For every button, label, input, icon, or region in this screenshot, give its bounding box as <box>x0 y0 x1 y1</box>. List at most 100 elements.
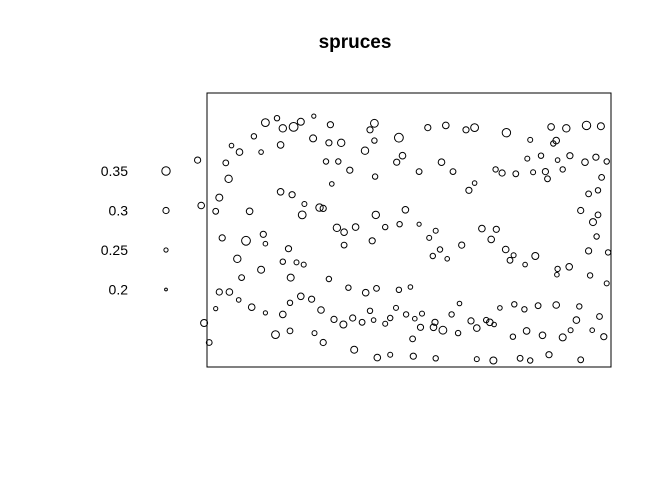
tree-point-79 <box>368 237 376 245</box>
tree-point-49 <box>550 140 557 147</box>
tree-point-67 <box>259 230 267 238</box>
tree-point-90 <box>458 241 466 249</box>
tree-point-150 <box>311 330 318 337</box>
tree-point-111 <box>603 280 610 287</box>
tree-point-108 <box>585 190 592 198</box>
tree-point-169 <box>538 331 547 340</box>
tree-point-109 <box>594 187 602 194</box>
tree-point-74 <box>329 181 335 187</box>
tree-point-101 <box>565 263 574 271</box>
tree-point-21 <box>335 158 342 165</box>
size-legend: 0.35 0.3 0.25 0.2 <box>101 163 171 298</box>
tree-point-116 <box>511 301 518 308</box>
tree-point-44 <box>544 175 551 183</box>
tree-point-165 <box>596 313 603 320</box>
tree-point-141 <box>247 303 256 312</box>
tree-point-72 <box>297 210 307 220</box>
tree-point-76 <box>340 228 348 236</box>
tree-point-56 <box>222 159 230 167</box>
tree-point-189 <box>325 275 333 283</box>
tree-point-29 <box>437 158 446 166</box>
tree-point-85 <box>426 234 433 241</box>
tree-point-125 <box>402 311 410 318</box>
tree-point-63 <box>212 207 220 215</box>
tree-point-193 <box>395 286 403 293</box>
tree-point-25 <box>371 173 379 180</box>
tree-point-53 <box>527 136 534 143</box>
tree-point-6 <box>337 138 346 148</box>
tree-point-178 <box>416 323 425 331</box>
tree-point-11 <box>442 121 450 130</box>
tree-point-24 <box>371 137 378 144</box>
tree-point-33 <box>498 169 506 177</box>
tree-point-133 <box>339 320 348 329</box>
tree-point-192 <box>373 285 380 292</box>
tree-point-132 <box>349 314 357 322</box>
tree-point-152 <box>350 345 359 354</box>
tree-point-40 <box>592 153 600 161</box>
tree-point-66 <box>241 235 251 246</box>
tree-point-61 <box>197 201 205 210</box>
tree-point-157 <box>473 356 480 363</box>
tree-point-91 <box>478 224 486 233</box>
legend-symbol-1 <box>162 206 170 215</box>
tree-point-100 <box>554 271 560 278</box>
tree-point-0 <box>273 115 281 122</box>
tree-point-95 <box>506 256 514 264</box>
tree-point-20 <box>322 158 330 165</box>
tree-point-57 <box>224 174 233 184</box>
tree-point-82 <box>396 221 403 228</box>
tree-point-81 <box>382 223 389 231</box>
tree-point-170 <box>522 327 531 335</box>
tree-point-31 <box>465 186 473 194</box>
tree-point-43 <box>598 174 605 181</box>
tree-point-126 <box>393 304 399 311</box>
tree-point-78 <box>351 223 360 231</box>
tree-point-155 <box>409 352 417 360</box>
tree-point-174 <box>473 324 481 332</box>
tree-point-62 <box>215 193 224 202</box>
tree-point-134 <box>330 315 338 323</box>
tree-point-162 <box>577 356 585 364</box>
tree-point-164 <box>589 327 596 334</box>
tree-point-45 <box>537 152 545 159</box>
tree-point-185 <box>284 245 293 253</box>
tree-point-128 <box>382 320 389 327</box>
tree-point-151 <box>319 338 327 347</box>
tree-point-120 <box>456 300 463 307</box>
tree-point-159 <box>516 354 524 362</box>
tree-point-89 <box>444 256 451 262</box>
legend-symbol-0 <box>161 166 171 176</box>
legend-label-2: 0.25 <box>101 242 128 258</box>
tree-point-113 <box>552 301 561 309</box>
tree-point-58 <box>228 142 235 149</box>
tree-point-160 <box>527 357 534 364</box>
tree-point-5 <box>326 121 334 129</box>
tree-point-106 <box>594 211 602 219</box>
tree-point-167 <box>567 327 574 334</box>
tree-point-166 <box>572 316 581 324</box>
tree-point-80 <box>371 210 380 220</box>
tree-point-10 <box>424 124 432 132</box>
tree-point-50 <box>524 155 531 162</box>
tree-point-2 <box>288 122 299 132</box>
tree-point-129 <box>370 317 377 323</box>
legend-symbol-2 <box>163 247 169 253</box>
tree-point-19 <box>325 139 333 147</box>
tree-point-8 <box>370 118 379 128</box>
tree-point-68 <box>262 240 269 247</box>
tree-point-59 <box>258 149 264 155</box>
legend-label-3: 0.2 <box>109 282 129 298</box>
tree-point-34 <box>512 170 520 178</box>
tree-point-127 <box>387 314 394 322</box>
tree-point-190 <box>345 284 352 291</box>
tree-point-121 <box>448 311 455 318</box>
tree-point-83 <box>401 206 410 214</box>
tree-point-93 <box>492 225 500 233</box>
tree-point-70 <box>293 259 300 266</box>
tree-point-179 <box>409 335 417 343</box>
tree-point-41 <box>581 158 589 166</box>
tree-point-13 <box>470 123 480 132</box>
tree-point-60 <box>194 156 202 164</box>
